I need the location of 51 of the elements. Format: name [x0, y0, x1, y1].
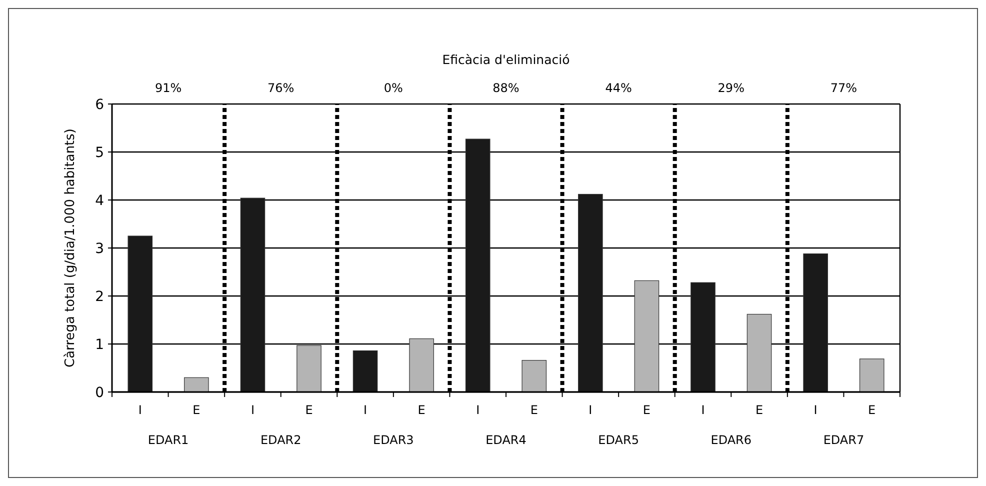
y-tick-label: 3: [95, 240, 104, 257]
bar: [128, 236, 153, 392]
text: EDAR3: [373, 433, 414, 447]
x-tick-label: I: [814, 403, 818, 417]
x-tick-label: I: [701, 403, 705, 417]
x-tick-label: E: [192, 403, 200, 417]
y-tick-label: 1: [95, 336, 104, 353]
x-tick-label: I: [588, 403, 592, 417]
x-tick-label: E: [418, 403, 426, 417]
y-axis-title: Càrrega total (g/dia/1.000 habitants): [63, 128, 78, 368]
x-tick-label: I: [364, 403, 368, 417]
bar: [746, 314, 772, 392]
bar: [465, 138, 490, 392]
bar: [522, 360, 547, 392]
bar: [296, 345, 322, 392]
text: EDAR4: [486, 433, 526, 447]
text: 29%: [718, 81, 744, 95]
bar: [859, 358, 884, 392]
y-tick-label: 2: [95, 288, 104, 305]
bar: [634, 280, 660, 392]
text: EDAR1: [148, 433, 189, 447]
bar: [690, 282, 716, 392]
x-tick-label: I: [138, 403, 142, 417]
x-tick-label: I: [250, 403, 254, 417]
text: EDAR2: [260, 433, 302, 447]
y-tick-label: 6: [95, 96, 104, 113]
bar: [352, 350, 378, 392]
bar: [240, 198, 266, 392]
text: 0%: [384, 81, 403, 95]
bar: [184, 377, 209, 392]
text: 88%: [492, 81, 520, 95]
chart-title: Eficàcia d'eliminació: [442, 52, 570, 67]
text: EDAR5: [598, 433, 639, 447]
text: 76%: [268, 81, 294, 95]
x-tick-label: I: [476, 403, 480, 417]
text: EDAR6: [710, 433, 752, 447]
bar: [409, 338, 434, 392]
y-tick-label: 4: [95, 192, 104, 209]
x-tick-label: E: [530, 403, 538, 417]
text: EDAR7: [823, 433, 864, 447]
text: 44%: [605, 81, 632, 95]
text: 91%: [154, 81, 182, 95]
x-tick-label: E: [642, 403, 651, 417]
bar: [803, 253, 828, 392]
y-tick-label: 0: [95, 384, 104, 401]
x-tick-label: E: [868, 403, 876, 417]
x-tick-label: E: [755, 403, 764, 417]
y-tick-label: 5: [95, 144, 104, 161]
text: 77%: [830, 81, 858, 95]
x-tick-label: E: [305, 403, 313, 417]
bar: [578, 194, 603, 392]
